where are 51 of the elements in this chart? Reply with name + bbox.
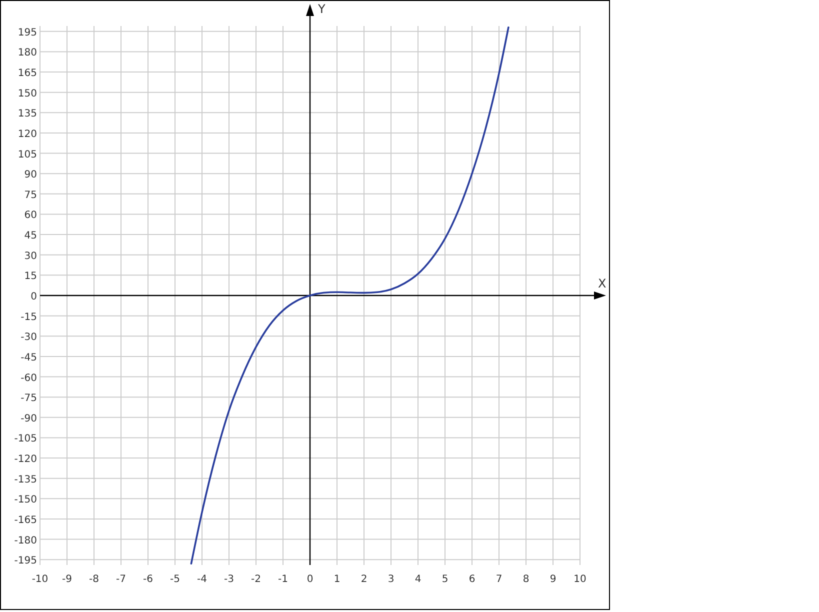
- y-tick-label: 15: [24, 271, 37, 282]
- y-tick-label: -90: [20, 413, 37, 424]
- y-tick-label: 105: [18, 149, 37, 160]
- x-tick-label: 10: [574, 574, 586, 585]
- y-tick-label: 60: [24, 210, 37, 222]
- y-tick-label: 150: [18, 88, 37, 100]
- y-tick-label: -150: [14, 494, 37, 506]
- y-axis-title: Y: [317, 2, 326, 16]
- y-tick-label: -120: [14, 454, 37, 466]
- y-tick-label: -45: [20, 352, 37, 364]
- x-tick-label: 5: [442, 574, 448, 585]
- y-tick-label: -15: [20, 312, 37, 323]
- x-tick-label: -8: [89, 574, 99, 585]
- x-tick-label: -3: [224, 574, 234, 585]
- x-tick-label: -4: [197, 574, 207, 585]
- x-tick-label: -2: [251, 574, 261, 585]
- y-tick-label: -135: [14, 474, 37, 486]
- y-tick-label: 30: [24, 250, 37, 262]
- y-tick-label: 135: [18, 108, 37, 120]
- y-tick-label: 195: [18, 27, 37, 38]
- x-tick-label: -9: [62, 574, 72, 585]
- y-tick-label: 120: [18, 128, 37, 140]
- y-tick-label: -30: [20, 332, 37, 344]
- x-tick-label: 1: [334, 574, 340, 585]
- y-tick-label: 90: [24, 170, 37, 181]
- x-tick-label: 8: [522, 574, 530, 585]
- x-tick-label: -6: [143, 574, 153, 585]
- line-series: [190, 26, 510, 565]
- y-tick-label: 75: [24, 190, 37, 201]
- x-tick-label: -7: [116, 574, 126, 585]
- x-tick-label: 7: [496, 574, 502, 585]
- y-tick-label: 45: [24, 230, 37, 242]
- x-tick-label: 0: [306, 574, 314, 585]
- x-tick-label: -5: [170, 574, 180, 585]
- y-tick-label: -75: [20, 393, 37, 404]
- y-tick-label: -195: [14, 556, 37, 567]
- y-tick-label: 0: [30, 292, 37, 302]
- x-tick-label: -1: [278, 574, 288, 585]
- y-tick-label: 180: [18, 48, 37, 59]
- y-tick-label: -165: [14, 514, 37, 526]
- y-tick-label: 165: [18, 68, 37, 80]
- x-tick-label: 9: [550, 574, 556, 585]
- x-axis-title: X: [598, 276, 606, 290]
- x-tick-label: 2: [360, 574, 368, 585]
- x-tick-label: -10: [32, 574, 48, 585]
- y-tick-label: -180: [14, 535, 37, 546]
- x-tick-label: 3: [388, 574, 394, 585]
- x-tick-label: 4: [414, 574, 422, 585]
- y-tick-label: -105: [14, 434, 37, 445]
- x-tick-label: 6: [468, 574, 476, 585]
- y-tick-label: -60: [20, 372, 37, 384]
